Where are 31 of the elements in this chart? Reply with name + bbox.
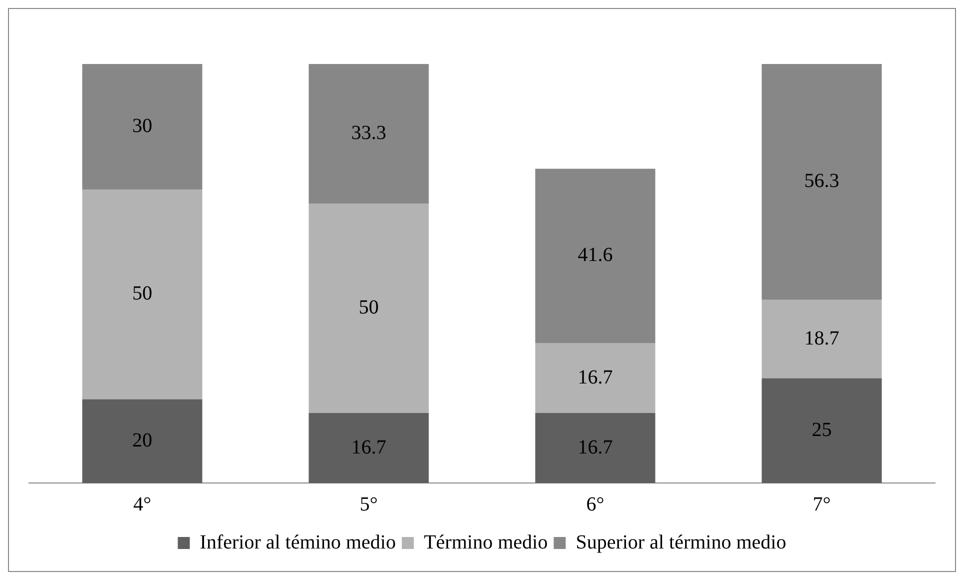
data-label: 56.3 bbox=[804, 170, 840, 192]
x-tick-label: 5° bbox=[360, 493, 378, 516]
x-tick-label: 4° bbox=[133, 493, 152, 516]
x-tick-label: 7° bbox=[812, 493, 831, 516]
data-label: 16.7 bbox=[578, 366, 613, 388]
data-label: 16.7 bbox=[578, 436, 613, 458]
legend-label: Término medio bbox=[424, 531, 548, 554]
bar bbox=[762, 300, 882, 378]
x-tick-label: 6° bbox=[586, 493, 604, 516]
data-label: 33.3 bbox=[351, 122, 386, 144]
data-label: 16.7 bbox=[351, 436, 386, 458]
bar bbox=[762, 378, 882, 483]
bar bbox=[82, 399, 202, 483]
data-label: 25 bbox=[812, 418, 832, 441]
data-label: 50 bbox=[132, 282, 152, 305]
data-label: 20 bbox=[132, 429, 152, 452]
bar bbox=[308, 64, 429, 204]
bar bbox=[308, 204, 429, 414]
legend-label: Inferior al témino medio bbox=[200, 531, 396, 554]
data-label: 41.6 bbox=[578, 244, 613, 266]
bar bbox=[762, 64, 882, 300]
data-label: 18.7 bbox=[804, 327, 840, 350]
bar bbox=[535, 168, 656, 344]
bar bbox=[308, 413, 429, 483]
bar bbox=[535, 343, 656, 414]
bar bbox=[82, 64, 202, 190]
data-label: 30 bbox=[132, 115, 152, 138]
bar bbox=[82, 190, 202, 400]
bar bbox=[535, 413, 656, 483]
data-label: 50 bbox=[358, 296, 379, 319]
legend-label: Superior al término medio bbox=[576, 531, 786, 554]
